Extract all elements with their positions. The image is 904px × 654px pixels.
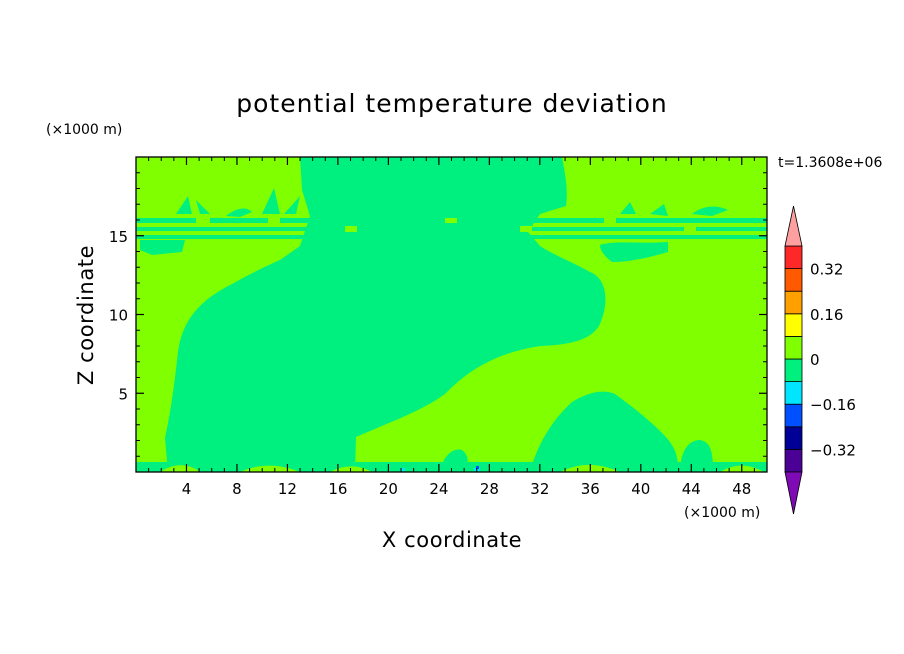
surface-bump — [160, 465, 200, 472]
time-label: t=1.3608e+06 — [778, 155, 882, 171]
cold-dot — [401, 468, 405, 471]
colorbar-segment — [784, 268, 803, 292]
x-tick-label: 24 — [429, 480, 448, 498]
chart-title: potential temperature deviation — [236, 89, 667, 118]
band-gap-4 — [445, 218, 457, 223]
x-unit-label: (×1000 m) — [684, 505, 760, 521]
colorbar: 0.32 0.16 0 −0.16 −0.32 — [784, 205, 856, 515]
y-unit-label: (×1000 m) — [46, 122, 122, 138]
band-row-2 — [136, 227, 767, 231]
x-tick-label: 28 — [480, 480, 499, 498]
band-row-3 — [136, 235, 767, 239]
plot-area — [136, 157, 767, 472]
colorbar-segment — [784, 335, 803, 360]
x-tick-label: 48 — [732, 480, 751, 498]
x-tick-label: 4 — [182, 480, 192, 498]
band-gap-2 — [268, 218, 280, 223]
y-tick-label: 10 — [109, 307, 128, 325]
y-axis: 5 10 15 — [109, 172, 767, 457]
colorbar-tick-label: −0.32 — [810, 441, 856, 459]
y-axis-label: Z coordinate — [74, 245, 98, 385]
colorbar-tick-label: 0 — [810, 351, 820, 369]
x-axis-label: X coordinate — [382, 528, 522, 552]
y-tick-label: 5 — [118, 385, 128, 403]
cold-patch-left — [140, 240, 185, 255]
colorbar-tick-label: −0.16 — [810, 396, 856, 414]
colorbar-segment — [784, 381, 803, 405]
x-tick-label: 36 — [581, 480, 600, 498]
band-gap-1 — [196, 218, 210, 223]
spike-cluster-2 — [226, 208, 252, 217]
colorbar-segment — [784, 448, 803, 473]
upper-layer-bands — [136, 188, 767, 239]
surface-layer — [136, 462, 767, 472]
cold-dot — [476, 466, 479, 469]
x-tick-label: 40 — [631, 480, 650, 498]
spike-cluster-1 — [176, 196, 210, 214]
colorbar-segment — [784, 358, 803, 383]
band-gap-7 — [684, 226, 696, 232]
colorbar-tick-label: 0.32 — [810, 261, 843, 279]
band-gap-5 — [520, 226, 532, 232]
colorbar-over-arrow — [784, 205, 803, 247]
x-tick-label: 16 — [328, 480, 347, 498]
band-gap-6 — [604, 218, 616, 223]
colorbar-segment — [784, 290, 803, 315]
x-tick-label: 20 — [379, 480, 398, 498]
x-tick-label: 44 — [682, 480, 701, 498]
x-axis: 4 8 12 16 20 24 28 32 36 40 44 48 — [148, 157, 755, 498]
colorbar-segment — [784, 313, 803, 337]
surface-bump — [240, 465, 300, 472]
band-gap-3 — [345, 226, 357, 232]
cold-patch-small — [370, 241, 392, 251]
spike-cluster-4 — [308, 205, 340, 216]
colorbar-segment — [784, 245, 803, 270]
x-tick-label: 12 — [278, 480, 297, 498]
cold-patch-right — [600, 242, 668, 262]
x-tick-label: 32 — [530, 480, 549, 498]
spike-cluster-6 — [620, 202, 668, 216]
colorbar-tick-label: 0.16 — [810, 306, 843, 324]
spike-cluster-7 — [692, 206, 728, 216]
colorbar-under-arrow — [784, 471, 803, 515]
colorbar-segment — [784, 426, 803, 450]
spike-cluster-3 — [262, 188, 300, 214]
cold-region-bump — [530, 391, 678, 472]
x-tick-label: 8 — [232, 480, 242, 498]
spike-cluster-5 — [448, 196, 488, 214]
colorbar-segment — [784, 403, 803, 428]
y-tick-label: 15 — [109, 228, 128, 246]
